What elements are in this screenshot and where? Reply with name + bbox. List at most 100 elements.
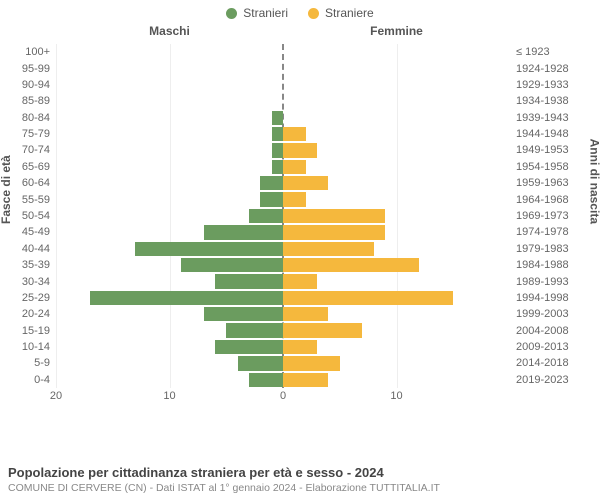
age-row: 35-391984-1988 xyxy=(56,257,510,273)
age-label: 10-14 xyxy=(22,341,56,353)
male-half xyxy=(56,142,283,158)
bar-female xyxy=(283,258,419,272)
bar-female xyxy=(283,143,317,157)
bar-male xyxy=(204,307,283,321)
female-half xyxy=(283,290,510,306)
x-axis: 2010010 xyxy=(56,390,510,406)
age-row: 85-891934-1938 xyxy=(56,93,510,109)
bar-female xyxy=(283,225,385,239)
x-tick: 0 xyxy=(280,390,286,402)
female-half xyxy=(283,44,510,60)
birth-year-label: 1964-1968 xyxy=(510,194,569,206)
bar-male xyxy=(272,160,283,174)
age-label: 80-84 xyxy=(22,112,56,124)
bar-male xyxy=(215,340,283,354)
header-male: Maschi xyxy=(56,24,283,38)
bar-female xyxy=(283,307,328,321)
legend-item-female: Straniere xyxy=(308,6,374,20)
age-row: 95-991924-1928 xyxy=(56,60,510,76)
bar-female xyxy=(283,242,374,256)
chart-subtitle: COMUNE DI CERVERE (CN) - Dati ISTAT al 1… xyxy=(8,482,440,494)
male-half xyxy=(56,44,283,60)
age-label: 20-24 xyxy=(22,308,56,320)
birth-year-label: 2019-2023 xyxy=(510,374,569,386)
header-female: Femmine xyxy=(283,24,510,38)
female-half xyxy=(283,191,510,207)
legend: Stranieri Straniere xyxy=(0,0,600,24)
age-row: 5-92014-2018 xyxy=(56,355,510,371)
male-half xyxy=(56,290,283,306)
female-half xyxy=(283,110,510,126)
swatch-female xyxy=(308,8,319,19)
age-label: 15-19 xyxy=(22,325,56,337)
age-row: 15-192004-2008 xyxy=(56,322,510,338)
birth-year-label: 1999-2003 xyxy=(510,308,569,320)
bar-female xyxy=(283,340,317,354)
age-label: 100+ xyxy=(25,46,56,58)
age-row: 80-841939-1943 xyxy=(56,110,510,126)
female-half xyxy=(283,241,510,257)
age-label: 25-29 xyxy=(22,292,56,304)
age-row: 50-541969-1973 xyxy=(56,208,510,224)
birth-year-label: 2009-2013 xyxy=(510,341,569,353)
birth-year-label: 1974-1978 xyxy=(510,226,569,238)
age-label: 30-34 xyxy=(22,276,56,288)
female-half xyxy=(283,159,510,175)
bar-male xyxy=(272,143,283,157)
age-row: 45-491974-1978 xyxy=(56,224,510,240)
bar-male xyxy=(181,258,283,272)
bar-female xyxy=(283,192,306,206)
age-label: 35-39 xyxy=(22,259,56,271)
birth-year-label: 1929-1933 xyxy=(510,79,569,91)
age-label: 85-89 xyxy=(22,95,56,107)
age-row: 20-241999-2003 xyxy=(56,306,510,322)
female-half xyxy=(283,208,510,224)
male-half xyxy=(56,224,283,240)
male-half xyxy=(56,77,283,93)
age-row: 10-142009-2013 xyxy=(56,339,510,355)
age-row: 0-42019-2023 xyxy=(56,372,510,388)
chart-area: Maschi Femmine Fasce di età Anni di nasc… xyxy=(0,24,600,424)
x-tick: 10 xyxy=(163,390,175,402)
male-half xyxy=(56,273,283,289)
male-half xyxy=(56,372,283,388)
male-half xyxy=(56,322,283,338)
female-half xyxy=(283,93,510,109)
x-tick: 20 xyxy=(50,390,62,402)
male-half xyxy=(56,339,283,355)
age-row: 40-441979-1983 xyxy=(56,241,510,257)
x-tick: 10 xyxy=(390,390,402,402)
female-half xyxy=(283,372,510,388)
y-axis-title-right: Anni di nascita xyxy=(587,139,600,224)
legend-item-male: Stranieri xyxy=(226,6,288,20)
swatch-male xyxy=(226,8,237,19)
bar-female xyxy=(283,160,306,174)
age-row: 100+≤ 1923 xyxy=(56,44,510,60)
bar-male xyxy=(272,111,283,125)
bar-male xyxy=(204,225,283,239)
female-half xyxy=(283,60,510,76)
bar-female xyxy=(283,373,328,387)
age-label: 60-64 xyxy=(22,177,56,189)
birth-year-label: 1959-1963 xyxy=(510,177,569,189)
male-half xyxy=(56,191,283,207)
female-half xyxy=(283,142,510,158)
age-row: 75-791944-1948 xyxy=(56,126,510,142)
y-axis-title-left: Fasce di età xyxy=(0,155,13,224)
birth-year-label: 1934-1938 xyxy=(510,95,569,107)
plot: 100+≤ 192395-991924-192890-941929-193385… xyxy=(56,44,510,388)
bar-female xyxy=(283,127,306,141)
male-half xyxy=(56,257,283,273)
age-label: 70-74 xyxy=(22,144,56,156)
male-half xyxy=(56,355,283,371)
male-half xyxy=(56,110,283,126)
legend-label-female: Straniere xyxy=(325,6,374,20)
column-headers: Maschi Femmine xyxy=(56,24,510,38)
female-half xyxy=(283,355,510,371)
age-label: 5-9 xyxy=(34,357,56,369)
age-row: 55-591964-1968 xyxy=(56,191,510,207)
bar-male xyxy=(260,176,283,190)
bar-female xyxy=(283,176,328,190)
age-row: 60-641959-1963 xyxy=(56,175,510,191)
birth-year-label: 1944-1948 xyxy=(510,128,569,140)
